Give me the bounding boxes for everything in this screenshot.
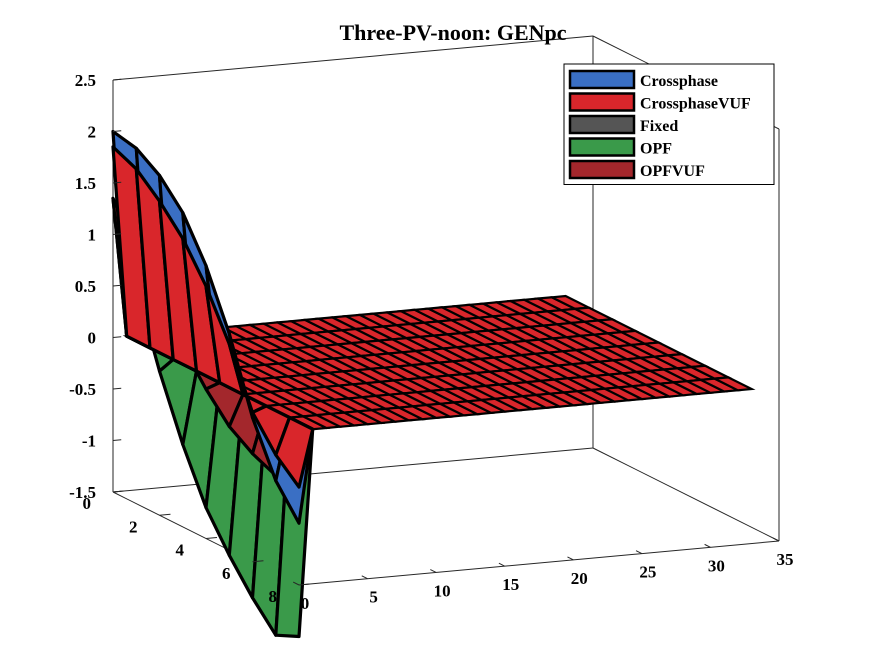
y-tick-mark	[205, 536, 218, 539]
axis-line	[112, 447, 594, 493]
y-tick-mark	[112, 490, 125, 493]
legend-swatch	[568, 92, 636, 112]
x-tick-label: 0	[301, 594, 310, 613]
z-tick-mark	[112, 387, 122, 390]
legend: Crossphase CrossphaseVUF Fixed OPF OPFVUF	[563, 63, 775, 185]
axis-line	[592, 447, 780, 542]
z-tick-label: -0.5	[69, 380, 96, 399]
y-tick-label: 0	[83, 494, 92, 513]
legend-swatch	[568, 159, 636, 180]
x-tick-label: 20	[571, 569, 588, 588]
z-tick-mark	[112, 181, 122, 184]
x-tick-mark	[567, 556, 574, 561]
axis-line	[298, 540, 780, 586]
y-tick-mark	[252, 560, 264, 563]
x-tick-label: 30	[708, 556, 725, 575]
z-tick-mark	[112, 336, 122, 338]
axis-line	[112, 35, 594, 81]
x-tick-mark	[292, 581, 300, 586]
x-tick-label: 15	[502, 575, 519, 594]
y-tick-label: 4	[176, 541, 185, 560]
legend-label: Crossphase	[640, 73, 718, 90]
z-tick-mark	[112, 233, 122, 235]
z-tick-mark	[112, 439, 122, 441]
z-tick-label: -1	[82, 432, 96, 451]
z-tick-label: -1.5	[69, 483, 96, 502]
legend-swatch	[568, 137, 636, 157]
chart-title: Three-PV-noon: GENpc	[339, 20, 566, 45]
surface-crossphasevuf	[274, 416, 315, 489]
legend-label: CrossphaseVUF	[640, 96, 751, 113]
x-tick-label: 5	[369, 588, 378, 607]
z-tick-label: 2.5	[75, 71, 96, 90]
z-tick-label: 0.5	[75, 277, 96, 296]
x-tick-mark	[704, 543, 711, 548]
z-tick-label: 2	[88, 123, 97, 142]
x-tick-mark	[635, 550, 643, 555]
legend-label: Fixed	[640, 118, 678, 135]
y-tick-label: 6	[222, 564, 231, 583]
flat-surface-cell	[710, 376, 756, 392]
x-tick-mark	[430, 569, 437, 573]
y-tick-label: 8	[269, 587, 278, 606]
z-tick-mark	[112, 284, 122, 287]
x-tick-mark	[772, 537, 780, 542]
legend-label: OPF	[640, 141, 672, 158]
legend-swatch	[568, 114, 636, 135]
z-tick-label: 1.5	[75, 174, 96, 193]
legend-label: OPFVUF	[640, 163, 705, 180]
z-tick-mark	[112, 78, 122, 81]
z-tick-mark	[112, 130, 122, 132]
x-tick-label: 10	[434, 581, 451, 600]
x-tick-label: 35	[777, 550, 794, 569]
y-tick-label: 2	[129, 517, 138, 536]
y-tick-mark	[159, 513, 171, 516]
y-tick-mark	[298, 583, 311, 586]
x-tick-mark	[361, 575, 368, 580]
z-tick-label: 1	[88, 226, 97, 245]
tick-labels: -1.5 -1 -0.5 0 0.5 1 1.5 2 2.5 0 5 10 15 20 25 30 35 0 2 4 6…	[69, 71, 793, 613]
surface-plot	[111, 129, 756, 639]
legend-swatch	[568, 69, 636, 90]
x-tick-mark	[498, 562, 505, 567]
z-tick-label: 0	[88, 329, 97, 348]
x-tick-label: 25	[639, 563, 656, 582]
